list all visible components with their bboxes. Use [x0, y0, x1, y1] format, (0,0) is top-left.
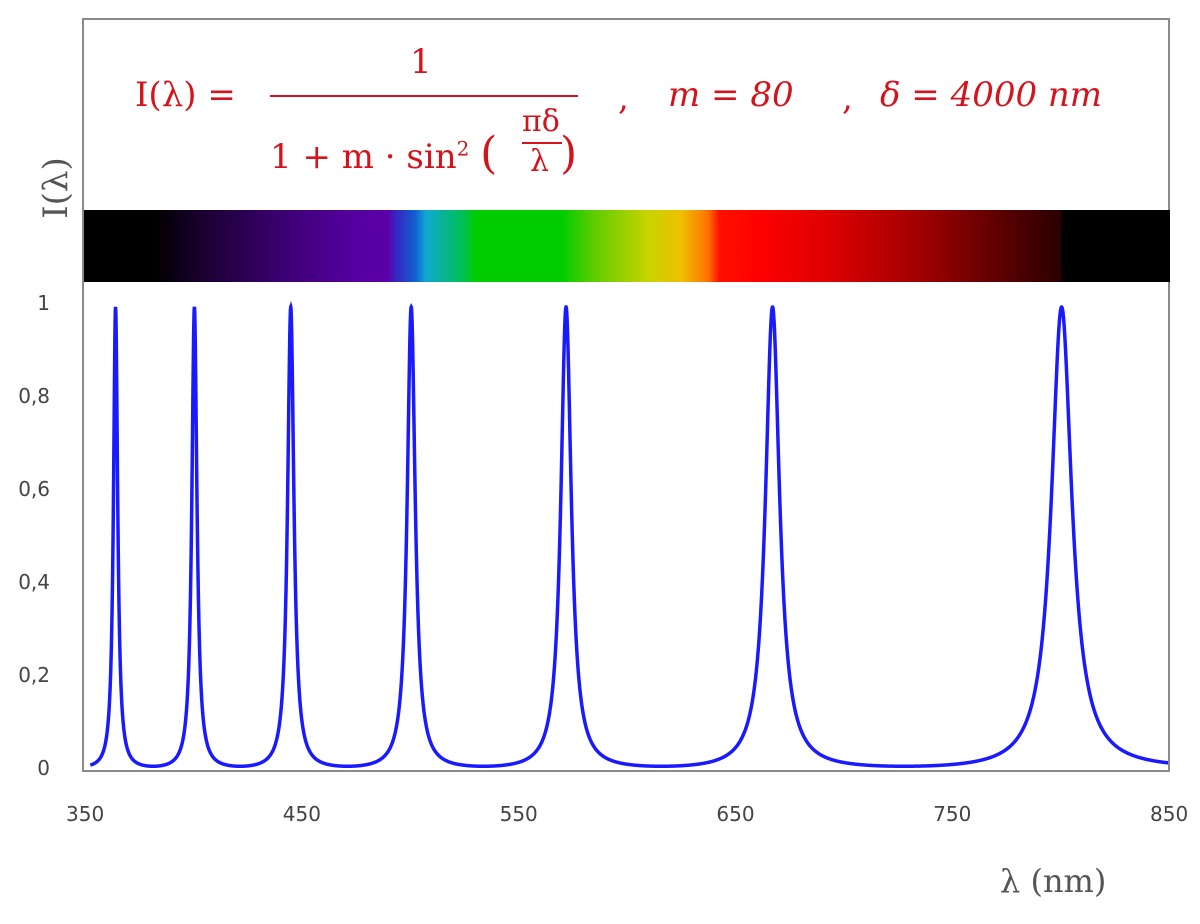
y-tick-label: 0,2	[18, 663, 50, 687]
x-tick-label: 550	[499, 802, 538, 826]
y-tick-label: 0,6	[18, 477, 50, 501]
x-tick-label: 650	[716, 802, 755, 826]
x-tick-label: 850	[1150, 802, 1189, 826]
inner-frac-den: λ	[530, 144, 550, 179]
intensity-curve	[89, 300, 1168, 769]
y-tick-label: 0,4	[18, 570, 50, 594]
y-tick-label: 0	[37, 756, 50, 780]
x-tick-label: 450	[282, 802, 321, 826]
formula-param-m: m = 80	[668, 75, 794, 115]
formula-sep-1: ,	[618, 78, 629, 118]
y-tick-label: 0,8	[18, 384, 50, 408]
chart-svg	[89, 300, 1168, 769]
y-tick-label: 1	[37, 291, 50, 315]
x-axis-label: λ (nm)	[1000, 862, 1107, 900]
visible-spectrum-band	[84, 210, 1170, 282]
x-tick-label: 350	[66, 802, 105, 826]
den-prefix: 1 + m · sin	[270, 137, 457, 177]
y-axis-label: I(λ)	[35, 157, 76, 219]
plot-area	[82, 18, 1170, 772]
formula-numerator: 1	[410, 42, 432, 82]
formula-param-delta: δ = 4000 nm	[880, 75, 1103, 115]
inner-frac-bar	[522, 142, 562, 144]
x-tick-label: 750	[933, 802, 972, 826]
formula-fraction-bar	[270, 95, 578, 97]
formula-sep-2: ,	[842, 78, 853, 118]
formula-denominator: 1 + m · sin2 (	[270, 128, 498, 179]
den-sup: 2	[456, 136, 470, 161]
inner-frac-num: πδ	[522, 104, 560, 139]
close-paren: )	[560, 128, 578, 179]
formula-lhs: I(λ) =	[135, 75, 236, 115]
